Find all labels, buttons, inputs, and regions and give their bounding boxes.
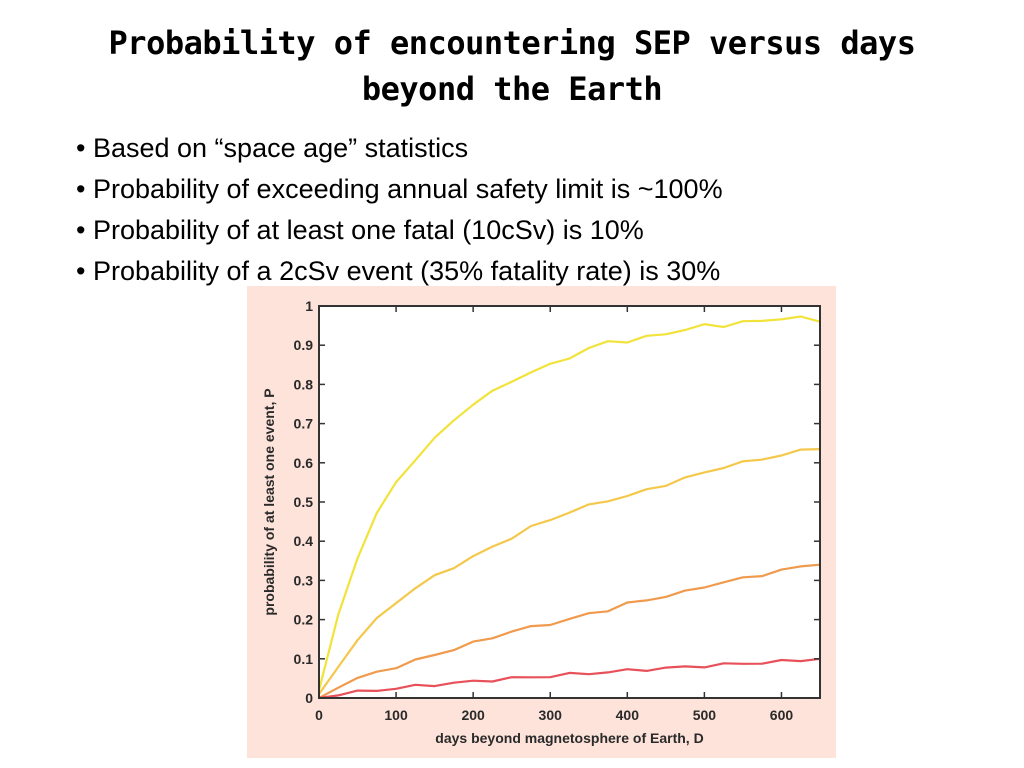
y-tick-label: 0.3 [294,572,314,588]
chart-figure: 0 100 200 300 400 500 600 0 0.1 0.2 0.3 0.4 0.5 0.6 0.… [247,286,836,758]
y-tick-label: 0.1 [294,651,314,667]
y-tick-label: 0.7 [294,416,314,432]
slide-title-line-1: Probability of encountering SEP versus d… [108,24,916,62]
x-tick-label: 600 [770,707,794,723]
series-line-1 [317,315,821,691]
y-tick-label: 0 [305,690,313,706]
bullet-item: Probability of at least one fatal (10cSv… [76,210,723,251]
y-tick-label: 0.6 [294,455,314,471]
y-tick-label: 0.2 [294,612,314,628]
series-group [317,315,821,700]
series-line-4 [318,657,821,700]
series-line-2 [318,448,821,695]
slide-title: Probability of encountering SEP versus d… [40,20,984,112]
x-tick-label: 400 [616,707,640,723]
plot-area [319,306,820,698]
x-tick-label: 500 [693,707,717,723]
y-tick-label: 0.9 [294,337,314,353]
x-tick-label: 300 [539,707,563,723]
bullet-item: Based on “space age” statistics [76,128,723,169]
bullet-list: Based on “space age” statistics Probabil… [76,128,723,292]
slide-title-line-2: beyond the Earth [361,70,663,108]
y-tick-label: 0.5 [294,494,314,510]
x-tick-label: 200 [461,707,485,723]
x-tick-label: 100 [384,707,408,723]
y-axis-label: probability of at least one event, P [261,388,277,615]
series-line-3 [318,563,821,699]
bullet-item: Probability of exceeding annual safety l… [76,169,723,210]
y-tick-label: 0.8 [294,376,314,392]
bullet-item: Probability of a 2cSv event (35% fatalit… [76,251,723,292]
y-tick-label: 1 [305,298,313,314]
ticks-group: 0 100 200 300 400 500 600 0 0.1 0.2 0.3 0.4 0.5 0.6 0.… [294,298,820,723]
y-tick-label: 0.4 [294,533,314,549]
x-axis-label: days beyond magnetosphere of Earth, D [435,730,703,746]
probability-chart: 0 100 200 300 400 500 600 0 0.1 0.2 0.3 0.4 0.5 0.6 0.… [261,298,821,746]
x-tick-label: 0 [315,707,323,723]
